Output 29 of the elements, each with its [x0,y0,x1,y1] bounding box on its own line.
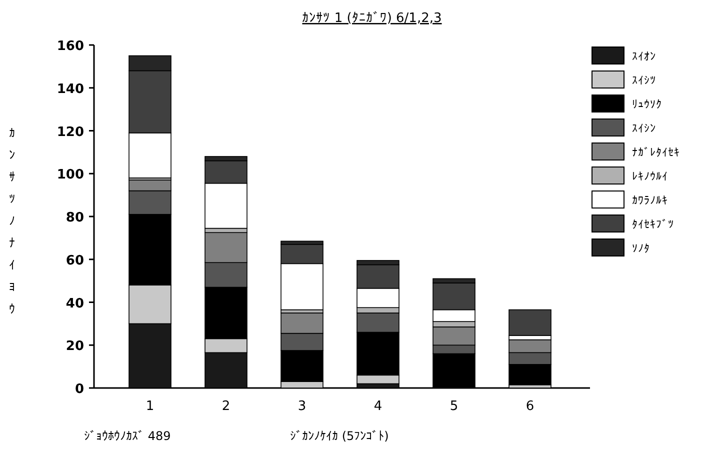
legend-label: ｽｲｼﾝ [632,122,656,135]
legend-label: ﾅｶﾞﾚﾀｲｾｷ [632,146,680,159]
y-tick-label: 160 [56,39,84,54]
x-tick-label: 2 [222,399,230,414]
y-tick-label: 40 [66,296,84,312]
x-tick-label: 1 [146,399,154,414]
legend-label: ｽｲｵﾝ [632,50,656,63]
x-tick-label: 3 [298,399,306,414]
legend-label: ｶﾜﾗﾉﾙｷ [632,194,668,207]
bar [508,309,552,336]
x-tick-label: 6 [526,399,534,414]
y-tick-label: 100 [56,168,84,183]
x-axis-title: ｼﾞｶﾝﾉｹｲｶ (5ﾌﾝｺﾞﾄ) [290,429,389,443]
y-tick-label: 140 [56,82,84,97]
x-tick-label: 5 [450,399,458,414]
y-tick-label: 20 [66,339,84,354]
y-tick-label: 0 [74,382,84,397]
x-tick-label: 4 [374,399,382,414]
legend-label: ﾀｲｾｷﾌﾞﾂ [632,218,674,231]
y-tick-label: 80 [66,210,84,226]
text: ｼﾞｮｳﾎｳﾉｶｽﾞ 489 [84,429,171,443]
legend-label: ｽｲｼﾂ [632,74,656,87]
legend-label: ｿﾉﾀ [632,242,650,255]
y-tick-label: 120 [56,124,84,140]
text: ｶﾝｻﾂﾉﾅｲﾖｳ [9,126,15,316]
legend-label: ﾘｭｳｿｸ [632,98,662,111]
y-tick-label: 60 [66,253,84,268]
legend-label: ﾚｷﾉｳﾙｲ [632,170,668,183]
chart-title: ｶﾝｻﾂ 1 (ﾀﾆｶﾞﾜ) 6/1,2,3 [302,11,442,26]
